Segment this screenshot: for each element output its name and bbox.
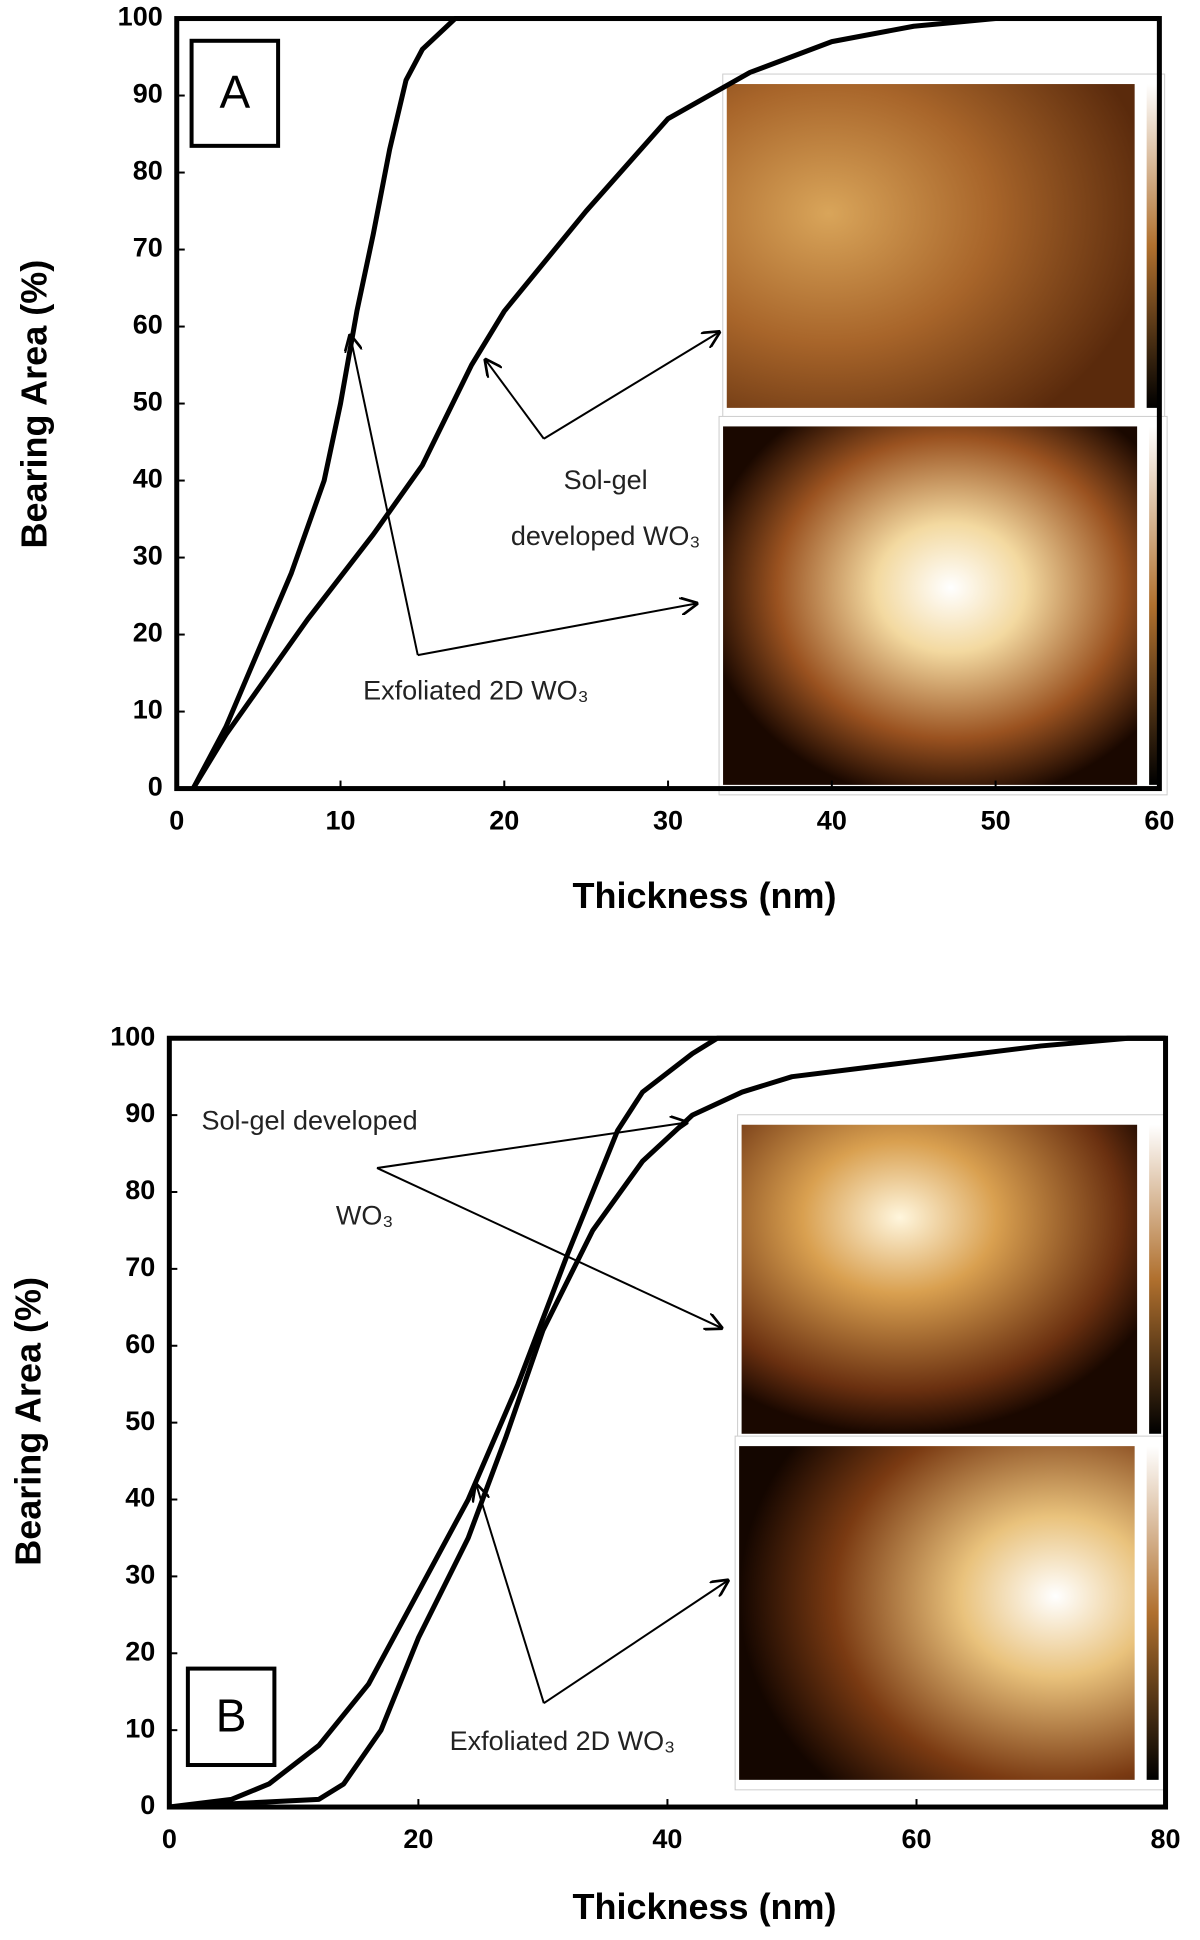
annotation: Sol-gel	[564, 465, 648, 495]
y-tick-label: 20	[133, 618, 163, 648]
y-tick-label: 10	[125, 1713, 155, 1743]
y-tick-label: 100	[118, 2, 163, 32]
arrow	[376, 1122, 688, 1170]
x-axis-label: Thickness (nm)	[572, 875, 836, 916]
plot-frame	[166, 1035, 1169, 1810]
curve	[190, 16, 1160, 790]
afm-colorbar	[1146, 84, 1159, 408]
x-tick-label: 80	[1151, 1824, 1181, 1854]
y-tick-label: 40	[133, 464, 163, 494]
arrow	[376, 1167, 723, 1329]
panel-label: A	[219, 66, 250, 118]
arrow	[417, 603, 699, 657]
x-tick-label: 60	[1144, 806, 1174, 836]
annotation: Exfoliated 2D WO₃	[450, 1726, 676, 1756]
curve	[169, 1035, 1166, 1810]
x-axis-label: Thickness (nm)	[572, 1886, 836, 1927]
curve	[190, 16, 1160, 790]
arrow	[350, 334, 419, 656]
y-tick-label: 90	[125, 1098, 155, 1128]
y-tick-label: 80	[133, 156, 163, 186]
afm-colorbar	[1149, 1124, 1162, 1434]
y-axis-label: Bearing Area (%)	[14, 260, 55, 549]
arrow	[476, 1483, 545, 1704]
annotation: Exfoliated 2D WO₃	[363, 675, 589, 705]
y-axis-label: Bearing Area (%)	[7, 1277, 48, 1566]
annotation: developed WO₃	[511, 521, 701, 551]
y-tick-label: 70	[125, 1252, 155, 1282]
arrow	[543, 331, 721, 440]
y-tick-label: 10	[133, 695, 163, 725]
y-tick-label: 50	[133, 387, 163, 417]
x-tick-label: 40	[652, 1824, 682, 1854]
x-tick-label: 20	[489, 806, 519, 836]
panel-label-box	[185, 1666, 277, 1768]
panel-label: B	[216, 1689, 247, 1741]
afm-image	[723, 426, 1138, 785]
y-tick-label: 100	[110, 1021, 155, 1051]
x-tick-label: 40	[817, 806, 847, 836]
x-tick-label: 60	[901, 1824, 931, 1854]
y-tick-label: 60	[133, 310, 163, 340]
x-tick-label: 30	[653, 806, 683, 836]
y-tick-label: 90	[133, 79, 163, 109]
afm-image	[741, 1124, 1138, 1434]
annotation: Sol-gel developed	[201, 1105, 417, 1135]
x-tick-label: 50	[981, 806, 1011, 836]
afm-image	[739, 1446, 1135, 1780]
y-tick-label: 0	[140, 1790, 155, 1820]
afm-image	[726, 84, 1135, 408]
x-tick-label: 20	[403, 1824, 433, 1854]
y-tick-label: 40	[125, 1483, 155, 1513]
y-tick-label: 20	[125, 1636, 155, 1666]
x-tick-label: 0	[162, 1824, 177, 1854]
annotation: WO₃	[336, 1201, 393, 1231]
y-tick-label: 50	[125, 1406, 155, 1436]
y-tick-label: 30	[133, 541, 163, 571]
afm-colorbar	[1146, 1446, 1159, 1780]
x-tick-label: 10	[325, 806, 355, 836]
x-tick-label: 0	[169, 806, 184, 836]
y-tick-label: 80	[125, 1175, 155, 1205]
curve	[169, 1035, 1166, 1810]
arrow	[543, 1580, 729, 1705]
y-tick-label: 70	[133, 233, 163, 263]
y-tick-label: 0	[148, 772, 163, 802]
plot-frame	[174, 16, 1162, 792]
panel-label-box	[189, 38, 281, 148]
y-tick-label: 30	[125, 1560, 155, 1590]
y-tick-label: 60	[125, 1329, 155, 1359]
arrow	[485, 358, 545, 440]
